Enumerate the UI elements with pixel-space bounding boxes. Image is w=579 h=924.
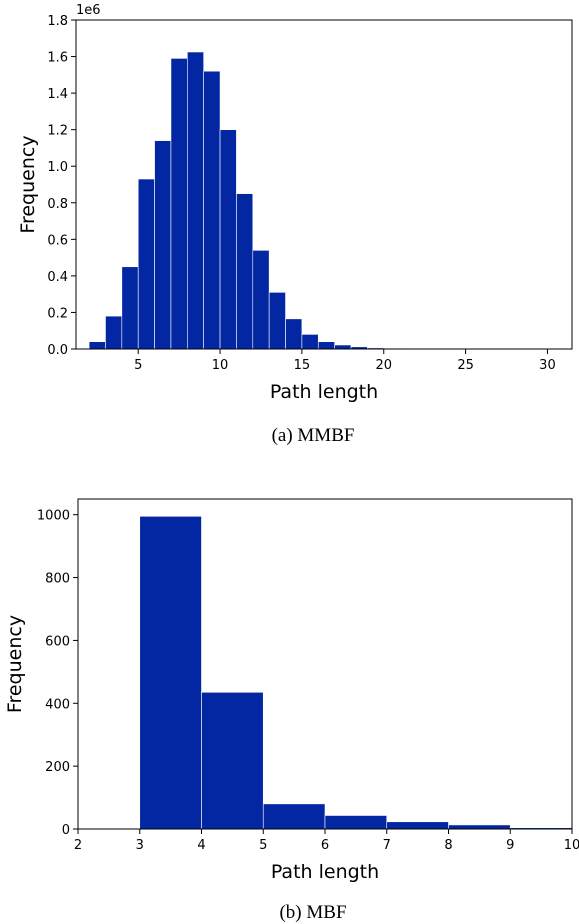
histogram-bar (252, 250, 270, 350)
y-tick-label: 200 (45, 760, 70, 775)
mmbf-bars (88, 51, 565, 350)
y-tick-label: 1.8 (47, 14, 68, 29)
mmbf-x-ticks: 5 10 15 20 25 30 (134, 349, 556, 373)
y-tick-label: 0.2 (47, 306, 68, 321)
histogram-bar (154, 140, 172, 350)
y-tick-label: 1.4 (47, 87, 68, 102)
histogram-bar (203, 70, 221, 350)
mbf-x-ticks: 2 3 4 5 6 7 8 9 10 (74, 829, 579, 853)
histogram-bar (301, 334, 319, 350)
x-tick-label: 9 (506, 838, 514, 853)
x-tick-label: 5 (259, 838, 267, 853)
mmbf-caption: (a) MMBF (272, 425, 355, 446)
histogram-bar (334, 344, 352, 350)
y-tick-label: 0 (62, 823, 70, 838)
histogram-bar (285, 318, 303, 350)
mbf-y-axis-label: Frequency (4, 615, 26, 713)
y-tick-label: 1000 (37, 509, 70, 524)
x-tick-label: 5 (134, 358, 142, 373)
x-tick-label: 6 (321, 838, 329, 853)
y-tick-label: 0.8 (47, 197, 68, 212)
mbf-y-ticks: 0 200 400 600 800 1000 (37, 509, 78, 838)
y-tick-label: 400 (45, 697, 70, 712)
y-tick-label: 0.4 (47, 270, 68, 285)
x-tick-label: 8 (444, 838, 452, 853)
histogram-bar (187, 51, 204, 350)
histogram-bar (317, 341, 335, 350)
histogram-bar (139, 515, 202, 830)
mbf-x-axis-label: Path length (271, 861, 379, 883)
x-tick-label: 25 (457, 358, 474, 373)
mmbf-plot-frame (75, 19, 573, 350)
histogram-bar (324, 815, 388, 830)
mmbf-x-axis-label: Path length (270, 381, 378, 403)
y-tick-label: 0.6 (47, 233, 68, 248)
x-tick-label: 30 (539, 358, 556, 373)
histogram-bar (137, 178, 155, 350)
chart-mmbf: 5 10 15 20 25 30 0.0 0.2 0.4 0.6 0.8 1.0 1.2 1.4 1.6 1… (17, 3, 573, 446)
y-tick-label: 800 (45, 572, 70, 587)
mbf-bars (139, 515, 573, 830)
chart-mbf: 2 3 4 5 6 7 8 9 10 0 200 400 600 800 1000 Path length… (4, 498, 579, 923)
y-tick-label: 0.0 (47, 343, 68, 358)
histogram-bar (121, 266, 139, 350)
mbf-caption: (b) MBF (279, 902, 346, 923)
x-tick-label: 15 (294, 358, 311, 373)
histogram-bar (448, 824, 511, 830)
histogram-bar (386, 821, 449, 830)
mmbf-y-axis-label: Frequency (17, 135, 39, 233)
histogram-bar (170, 58, 188, 350)
histogram-bar (262, 803, 326, 830)
mmbf-y-offset-text: 1e6 (76, 3, 101, 18)
histogram-bar (268, 292, 286, 350)
histogram-bar (219, 129, 237, 350)
x-tick-label: 2 (74, 838, 82, 853)
y-tick-label: 1.0 (47, 160, 68, 175)
mmbf-y-ticks: 0.0 0.2 0.4 0.6 0.8 1.0 1.2 1.4 1.6 1.8 (47, 14, 76, 358)
x-tick-label: 4 (197, 838, 205, 853)
x-tick-label: 10 (564, 838, 579, 853)
histogram-bar (105, 315, 123, 350)
x-tick-label: 3 (136, 838, 144, 853)
x-tick-label: 10 (212, 358, 229, 373)
histogram-bar (201, 691, 264, 830)
x-tick-label: 20 (375, 358, 392, 373)
histogram-bar (236, 193, 254, 350)
histogram-bar (88, 341, 106, 350)
x-tick-label: 7 (383, 838, 391, 853)
y-tick-label: 1.6 (47, 51, 68, 66)
y-tick-label: 600 (45, 634, 70, 649)
y-tick-label: 1.2 (47, 124, 68, 139)
